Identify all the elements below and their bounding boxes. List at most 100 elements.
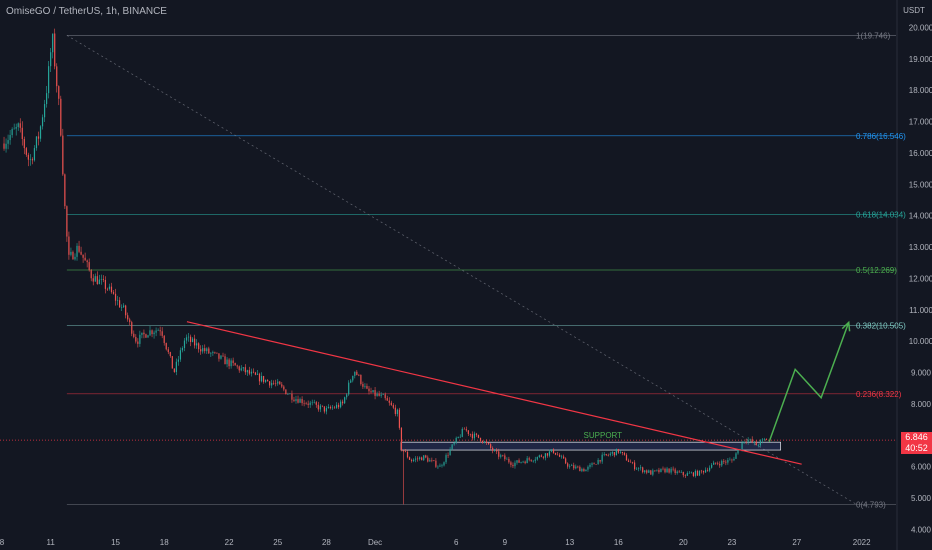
candle-body	[544, 453, 546, 458]
candle-body	[686, 473, 688, 476]
candle-body	[591, 463, 593, 465]
candle-body	[380, 394, 382, 396]
candle-body	[279, 381, 281, 385]
candle-body	[329, 406, 332, 409]
candle-body	[309, 402, 311, 405]
candle-body	[717, 463, 719, 465]
candle-body	[597, 459, 599, 465]
candle-body	[94, 276, 96, 282]
candle-body	[390, 402, 392, 406]
candle-body	[291, 393, 293, 400]
candle-body	[396, 409, 398, 414]
candle-body	[139, 334, 141, 344]
y-tick-label: 15.000	[909, 180, 932, 189]
candle-body	[194, 338, 196, 346]
candle-body	[463, 428, 465, 430]
candle-body	[619, 451, 622, 453]
candle-body	[554, 452, 557, 455]
candle-body	[220, 355, 222, 359]
candle-body	[698, 470, 701, 476]
candle-body	[226, 359, 228, 365]
candle-body	[118, 300, 121, 308]
candle-body	[455, 437, 457, 443]
candle-body	[715, 462, 717, 464]
y-tick-label: 17.000	[909, 118, 932, 127]
candle-body	[451, 444, 453, 450]
candle-body	[202, 348, 204, 352]
candle-body	[713, 462, 715, 465]
candle-body	[84, 257, 86, 261]
y-tick-label: 14.000	[909, 212, 932, 221]
projection-path	[768, 322, 850, 442]
x-tick-label: 16	[614, 538, 623, 547]
bar-countdown: 40:52	[905, 443, 928, 453]
candle-body	[25, 148, 27, 155]
candle-body	[583, 468, 585, 472]
candle-body	[660, 468, 662, 473]
candle-body	[579, 466, 581, 472]
candle-body	[88, 262, 90, 271]
candle-body	[352, 375, 354, 381]
candle-body	[469, 433, 471, 435]
candle-body	[228, 359, 230, 367]
candle-body	[179, 350, 182, 360]
candle-body	[82, 254, 84, 258]
current-price-tag: 6.846 40:52	[901, 432, 932, 454]
candle-body	[368, 388, 370, 392]
candle-body	[759, 440, 761, 446]
candle-body	[526, 458, 528, 464]
candle-body	[662, 468, 664, 470]
x-tick-label: 25	[273, 538, 282, 547]
candle-body	[595, 464, 597, 465]
candle-body	[54, 33, 56, 67]
y-tick-label: 8.000	[911, 400, 932, 409]
candle-body	[7, 140, 9, 144]
candle-body	[471, 434, 473, 439]
candle-body	[317, 404, 319, 410]
candle-body	[587, 466, 589, 470]
candle-body	[100, 279, 102, 280]
candle-body	[745, 441, 747, 443]
candle-body	[510, 462, 512, 465]
candle-body	[307, 403, 309, 405]
candle-body	[327, 406, 330, 409]
candle-body	[631, 462, 634, 464]
candle-body	[86, 260, 88, 263]
y-tick-label: 11.000	[909, 306, 932, 315]
candle-body	[589, 464, 591, 467]
candle-body	[48, 66, 50, 94]
candle-body	[370, 391, 372, 393]
candle-body	[90, 270, 92, 279]
candle-body	[372, 390, 374, 393]
candle-body	[129, 319, 131, 323]
candle-body	[145, 334, 147, 338]
candle-body	[3, 143, 5, 149]
candle-body	[613, 452, 615, 456]
candle-body	[494, 450, 496, 451]
candle-body	[475, 433, 478, 435]
fib-label: 0.618(14.034)	[856, 211, 906, 220]
candle-body	[348, 382, 350, 395]
x-tick-label: 22	[225, 538, 234, 547]
candle-body	[575, 466, 577, 469]
candle-body	[175, 361, 177, 373]
candle-body	[15, 127, 17, 129]
candle-body	[404, 451, 407, 453]
fib-label: 1(19.746)	[856, 31, 891, 40]
candle-body	[295, 399, 297, 401]
candle-body	[104, 279, 107, 289]
candle-body	[333, 407, 336, 409]
candle-body	[725, 461, 727, 463]
x-tick-label: 9	[503, 538, 508, 547]
candle-body	[427, 457, 429, 462]
candle-body	[198, 343, 200, 350]
candle-body	[212, 352, 214, 353]
candle-body	[550, 449, 553, 452]
candle-body	[232, 360, 234, 363]
candle-body	[599, 459, 601, 462]
candle-body	[96, 276, 98, 285]
candle-body	[567, 463, 569, 467]
candle-body	[453, 442, 455, 445]
candle-body	[108, 286, 111, 289]
